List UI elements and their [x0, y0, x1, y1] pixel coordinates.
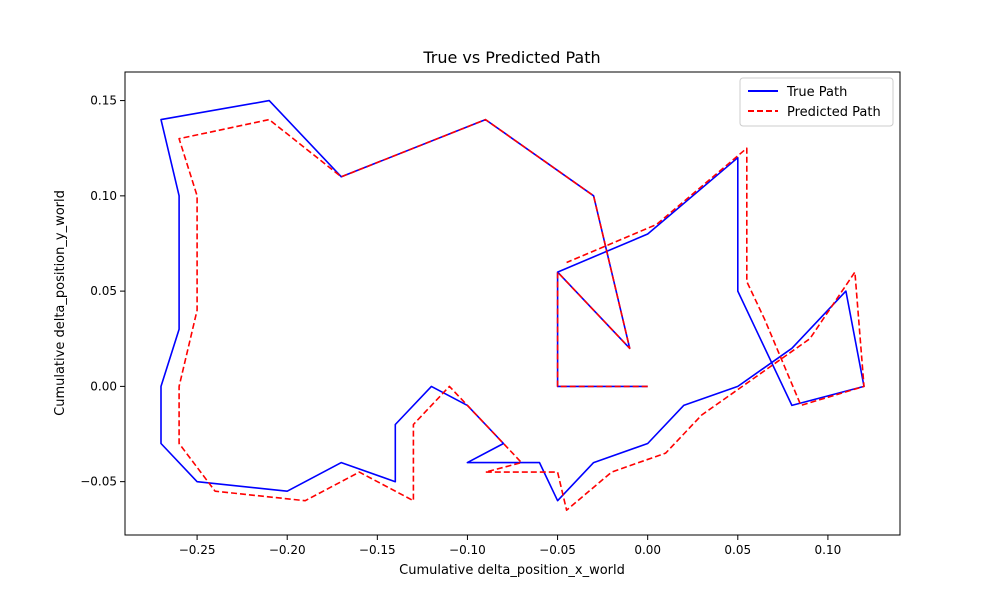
y-tick-label: 0.10 [90, 189, 117, 203]
chart-title: True vs Predicted Path [422, 48, 600, 67]
x-axis-label: Cumulative delta_position_x_world [399, 563, 625, 578]
x-tick-label: 0.05 [724, 543, 751, 557]
x-tick-label: −0.05 [539, 543, 576, 557]
x-tick-label: 0.00 [634, 543, 661, 557]
x-tick-label: −0.10 [449, 543, 486, 557]
legend-true-path-label: True Path [786, 85, 847, 100]
axis-ticks: −0.25 −0.20 −0.15 −0.10 −0.05 0.00 0.05 0.10 −0.… [80, 94, 841, 557]
predicted-path-line [178, 118, 865, 511]
legend: True Path Predicted Path [739, 77, 894, 127]
plot-area [124, 71, 901, 536]
legend-predicted-path-label: Predicted Path [787, 105, 881, 120]
y-tick-label: −0.05 [80, 475, 117, 489]
y-axis-label: Cumulative delta_position_y_world [53, 190, 68, 416]
x-tick-label: 0.10 [815, 543, 842, 557]
plot-frame [124, 71, 901, 536]
y-tick-label: 0.00 [90, 379, 117, 393]
y-tick-label: 0.15 [90, 94, 117, 108]
x-tick-label: −0.25 [179, 543, 216, 557]
x-tick-label: −0.20 [269, 543, 306, 557]
y-tick-label: 0.05 [90, 284, 117, 298]
legend-box [739, 77, 894, 127]
x-tick-label: −0.15 [359, 543, 396, 557]
